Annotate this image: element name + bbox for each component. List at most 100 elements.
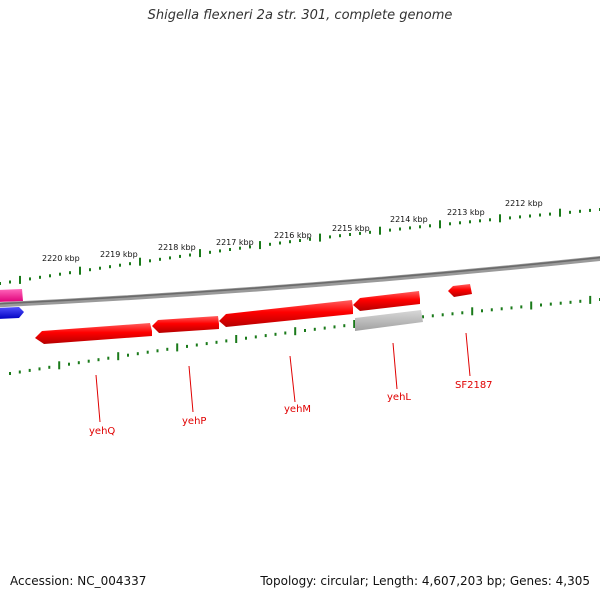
genome-title: Shigella flexneri 2a str. 301, complete … — [147, 8, 453, 23]
gene-yehP[interactable] — [152, 316, 219, 333]
minor-tick — [119, 263, 121, 267]
minor-tick — [359, 231, 361, 235]
gene-yehM[interactable] — [219, 300, 353, 327]
minor-tick — [579, 209, 581, 213]
minor-tick — [349, 233, 351, 236]
minor-tick — [339, 234, 341, 238]
gene-label-yehL: yehL — [387, 392, 411, 403]
major-tick — [319, 233, 321, 242]
minor-tick — [279, 241, 281, 245]
minor-tick — [461, 311, 464, 315]
minor-tick — [245, 336, 247, 340]
genome-summary-text: Topology: circular; Length: 4,607,203 bp… — [260, 574, 590, 588]
minor-tick — [441, 313, 444, 317]
scale-label-2216: 2216 kbp — [274, 231, 312, 240]
minor-tick — [229, 248, 231, 251]
minor-tick — [490, 308, 493, 312]
minor-tick — [146, 350, 149, 354]
minor-tick — [97, 358, 100, 362]
minor-tick — [274, 332, 277, 336]
minor-tick — [469, 220, 471, 224]
minor-tick — [169, 256, 171, 260]
minor-tick — [99, 266, 101, 270]
minor-tick — [589, 208, 591, 212]
minor-tick — [77, 361, 80, 365]
partial-gene-lower[interactable] — [0, 307, 24, 319]
minor-tick — [329, 235, 331, 239]
minor-tick — [579, 299, 582, 303]
major-tick — [559, 208, 561, 217]
major-tick — [589, 295, 592, 304]
minor-tick — [489, 218, 491, 222]
minor-tick — [309, 237, 311, 241]
scale-label-2213: 2213 kbp — [447, 208, 485, 217]
gene-leader-lines — [95, 332, 471, 423]
minor-tick — [109, 265, 111, 269]
minor-tick — [225, 339, 228, 343]
minor-tick — [149, 259, 151, 263]
major-tick — [353, 320, 356, 328]
minor-tick — [9, 372, 11, 375]
minor-tick — [28, 368, 31, 372]
minor-tick — [136, 352, 139, 356]
minor-tick — [179, 254, 181, 258]
partial-gene-upper[interactable] — [0, 289, 23, 302]
minor-tick — [189, 253, 191, 257]
minor-tick — [127, 353, 129, 357]
minor-tick — [156, 349, 159, 353]
minor-tick — [38, 367, 41, 371]
minor-tick — [429, 224, 431, 228]
minor-tick — [264, 334, 267, 338]
minor-tick — [510, 306, 513, 310]
major-tick — [379, 226, 381, 235]
major-tick — [79, 266, 81, 275]
minor-tick — [549, 212, 551, 216]
minor-tick — [569, 210, 571, 214]
minor-tick — [519, 215, 521, 219]
major-tick — [530, 301, 533, 310]
minor-tick — [269, 242, 271, 246]
minor-tick — [68, 362, 70, 366]
minor-tick — [389, 228, 391, 232]
minor-tick — [18, 370, 21, 374]
minor-tick — [254, 335, 257, 339]
minor-tick — [459, 221, 461, 225]
minor-tick — [29, 277, 31, 281]
scale-label-2214: 2214 kbp — [390, 215, 428, 224]
major-tick — [499, 214, 501, 223]
scale-label-2217: 2217 kbp — [216, 238, 254, 247]
gene-SF2187[interactable] — [448, 284, 472, 297]
gene-label-SF2187: SF2187 — [455, 380, 493, 391]
scale-label-2220: 2220 kbp — [42, 254, 80, 263]
gene-label-yehQ: yehQ — [89, 426, 115, 437]
minor-tick — [559, 301, 562, 305]
major-tick — [139, 257, 141, 266]
gene-labels: yehQ yehP yehM yehL SF2187 — [89, 380, 493, 437]
minor-tick — [451, 312, 454, 316]
minor-tick — [195, 343, 198, 347]
scale-label-2215: 2215 kbp — [332, 224, 370, 233]
minor-tick — [9, 280, 11, 284]
minor-tick — [529, 214, 531, 218]
major-tick — [439, 220, 441, 229]
minor-tick — [431, 314, 434, 318]
minor-tick — [69, 271, 71, 275]
scale-label-2219: 2219 kbp — [100, 250, 138, 259]
minor-tick — [569, 300, 572, 304]
gene-yehL[interactable] — [353, 291, 420, 311]
minor-tick — [129, 262, 131, 266]
pseudogene-bar[interactable] — [355, 310, 423, 331]
minor-tick — [107, 356, 110, 360]
scale-label-2218: 2218 kbp — [158, 243, 196, 252]
major-tick — [199, 249, 201, 258]
minor-tick — [89, 268, 91, 272]
major-tick — [58, 361, 61, 370]
minor-tick — [39, 275, 41, 279]
major-tick — [259, 241, 261, 250]
minor-tick — [289, 240, 291, 244]
gene-yehQ[interactable] — [35, 323, 152, 344]
minor-tick — [481, 309, 483, 313]
minor-tick — [205, 342, 208, 346]
